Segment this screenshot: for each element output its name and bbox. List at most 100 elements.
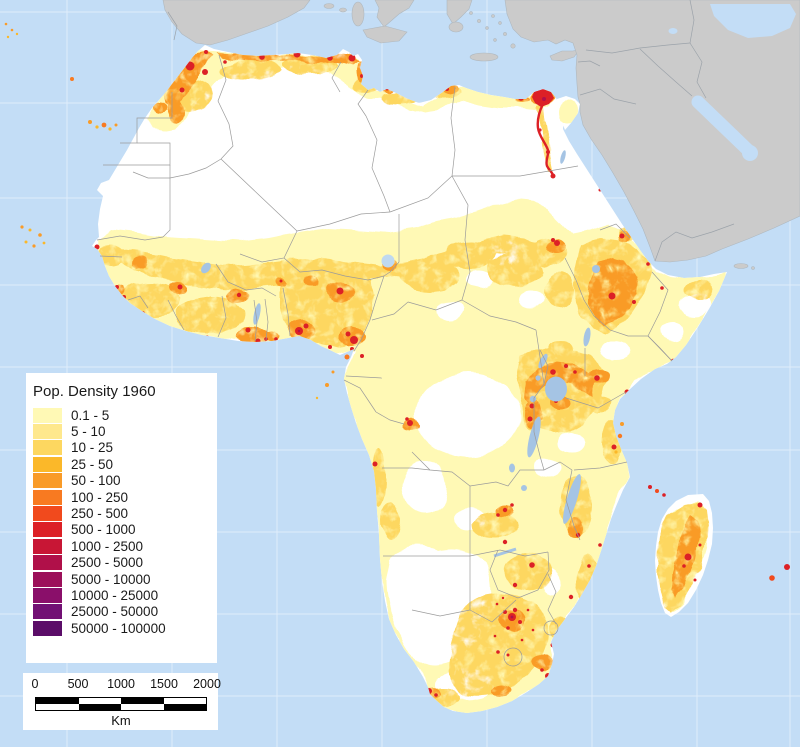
lake-tanganyika — [527, 416, 541, 458]
peloponnese — [448, 21, 464, 33]
scale-tick-label: 0 — [31, 677, 39, 691]
legend-class-label: 2500 - 5000 — [71, 555, 144, 571]
legend-class-label: 0.1 - 5 — [71, 407, 110, 423]
legend-swatch — [33, 538, 62, 554]
density-darkred-cores — [297, 97, 546, 619]
scale-bar-segment — [36, 698, 79, 704]
scale-bar-segment — [163, 704, 206, 710]
density-orange — [114, 50, 700, 699]
socotra-island — [751, 266, 755, 270]
comoros-island — [655, 489, 659, 493]
legend-item: 25 - 50 — [33, 456, 211, 472]
comoros-island — [662, 493, 666, 497]
legend-item: 5 - 10 — [33, 423, 211, 440]
scale-bar — [35, 697, 207, 711]
persian-gulf — [742, 145, 758, 161]
legend-swatch — [33, 489, 62, 505]
bioko-island — [344, 354, 350, 360]
legend-class-label: 50000 - 100000 — [71, 620, 166, 636]
legend-item: 10000 - 25000 — [33, 587, 211, 603]
legend-class-label: 5000 - 10000 — [71, 571, 151, 587]
sicily-island — [362, 25, 408, 44]
legend-class-label: 5 - 10 — [71, 424, 106, 440]
scale-bar-ticks: 0 500 1000 1500 2000 — [23, 677, 221, 691]
legend-swatch — [33, 571, 62, 587]
lake-mweru — [509, 463, 515, 473]
legend-item: 10 - 25 — [33, 440, 211, 456]
swaziland-border — [543, 620, 559, 636]
legend-item: 5000 - 10000 — [33, 571, 211, 587]
legend-class-label: 10 - 25 — [71, 440, 114, 456]
legend-item: 50000 - 100000 — [33, 620, 211, 636]
scale-tick-label: 1000 — [107, 677, 135, 691]
zanzibar-island — [617, 433, 623, 439]
scale-tick-label: 2000 — [193, 677, 221, 691]
legend-class-label: 1000 - 2500 — [71, 538, 144, 554]
scale-bar-panel: 0 500 1000 1500 2000 Km — [23, 673, 221, 730]
lesotho-border — [503, 647, 523, 667]
lake-victoria — [545, 376, 567, 402]
legend-item: 0.1 - 5 — [33, 407, 211, 423]
scale-bar-segment — [163, 698, 206, 704]
legend-swatch — [33, 407, 62, 423]
legend-swatch — [33, 587, 62, 603]
lake-turkana — [583, 327, 591, 347]
niger-inland-delta — [201, 262, 211, 274]
scale-bar-segment — [78, 698, 121, 704]
offshore-islands — [4, 22, 790, 581]
cairo-core — [542, 97, 546, 101]
scale-tick-label: 500 — [67, 677, 89, 691]
italy-landmass — [374, 0, 415, 28]
mauritius-island — [784, 564, 790, 570]
legend-item: 2500 - 5000 — [33, 555, 211, 571]
legend-swatch — [33, 506, 62, 522]
lake-van — [668, 28, 678, 34]
lake-nasser — [560, 150, 566, 164]
lake-chad — [381, 254, 395, 268]
outside-landmass — [162, 0, 800, 270]
legend-class-label: 25000 - 50000 — [71, 604, 159, 620]
legend-title: Pop. Density 1960 — [33, 383, 156, 400]
pemba-island — [620, 422, 624, 426]
socotra-island — [733, 263, 749, 269]
lake-volta — [253, 303, 261, 325]
lake-bangweulu — [521, 485, 527, 491]
anatolia-arabia-landmass — [504, 0, 800, 263]
legend-class-label: 100 - 250 — [71, 489, 129, 505]
country-borders — [96, 54, 673, 667]
legend-swatch — [33, 555, 62, 571]
scale-bar-segment — [121, 698, 164, 704]
lake-albert — [538, 353, 548, 369]
legend-swatch — [33, 473, 62, 489]
legend-item: 500 - 1000 — [33, 522, 211, 538]
legend-class-label: 25 - 50 — [71, 456, 114, 472]
persian-gulf — [691, 95, 757, 159]
lakes — [201, 150, 600, 558]
legend-item: 100 - 250 — [33, 489, 211, 505]
legend-swatch — [33, 620, 62, 636]
crete-island — [469, 52, 499, 62]
outside-borders — [167, 0, 735, 262]
legend-class-label: 500 - 1000 — [71, 522, 136, 538]
legend-class-label: 250 - 500 — [71, 506, 129, 522]
greece-landmass — [446, 0, 473, 25]
legend-item: 50 - 100 — [33, 473, 211, 489]
lake-malawi — [563, 474, 581, 524]
reunion-island — [769, 575, 775, 581]
lake-kariba — [493, 547, 517, 558]
legend-item: 25000 - 50000 — [33, 604, 211, 620]
legend-swatch — [33, 522, 62, 538]
scale-bar-unit: Km — [111, 713, 131, 728]
caspian-sea — [710, 4, 796, 38]
iberia-landmass — [162, 0, 311, 46]
scale-bar-segment — [36, 704, 79, 710]
comoros-island — [648, 485, 652, 489]
balearic-island — [323, 3, 335, 9]
legend-class-label: 10000 - 25000 — [71, 587, 159, 603]
legend-swatch — [33, 456, 62, 472]
lake-tana — [592, 265, 600, 273]
legend-swatch — [33, 424, 62, 440]
